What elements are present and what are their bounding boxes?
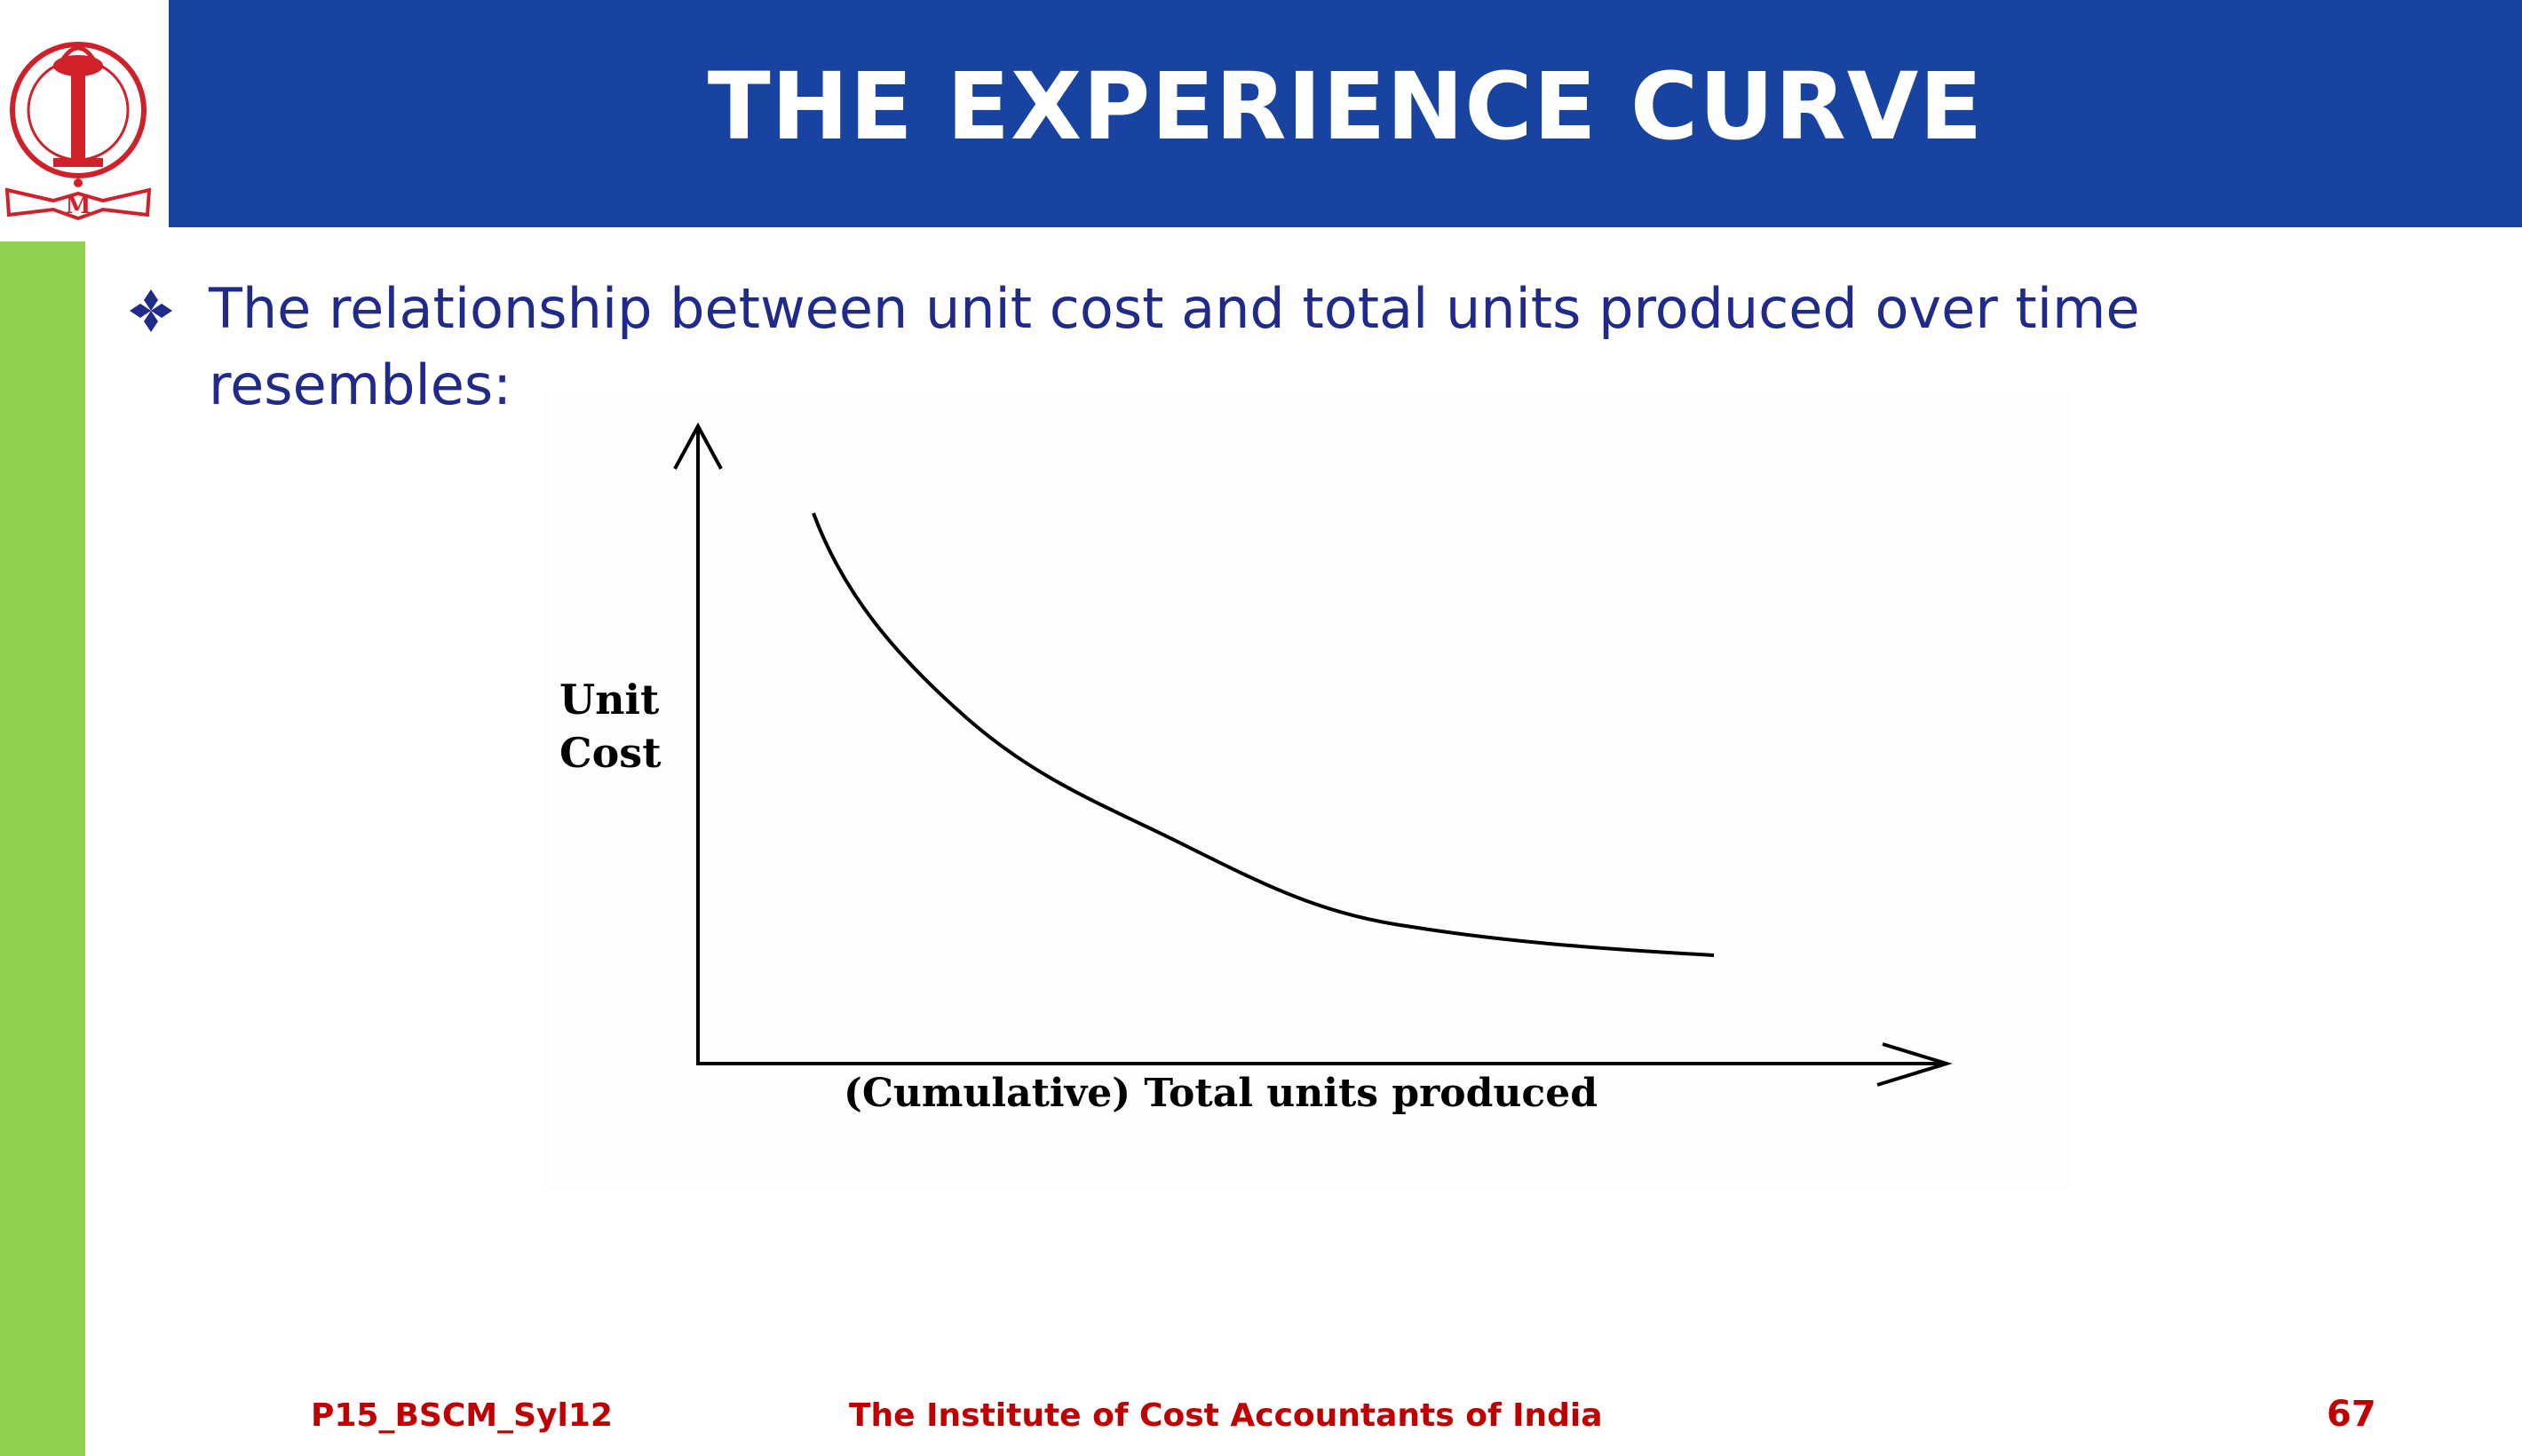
y-axis-label-line2: Cost xyxy=(559,729,662,777)
page-title: THE EXPERIENCE CURVE xyxy=(707,52,1984,161)
y-axis-arrow xyxy=(673,422,723,470)
footer-institute: The Institute of Cost Accountants of Ind… xyxy=(849,1397,1603,1434)
y-axis-label: Unit Cost xyxy=(559,673,684,779)
x-axis-arrow xyxy=(1876,1042,1953,1087)
logo: M xyxy=(0,0,167,227)
svg-text:M: M xyxy=(66,193,91,219)
diamond-bullet-icon xyxy=(130,289,172,332)
institute-seal-icon: M xyxy=(4,42,152,221)
experience-curve-line xyxy=(812,512,1715,957)
footer-code: P15_BSCM_Syl12 xyxy=(311,1397,613,1434)
side-accent-bar xyxy=(0,241,85,1456)
experience-curve-diagram xyxy=(542,391,2069,1190)
header-bar xyxy=(169,0,2522,227)
y-axis-label-line1: Unit xyxy=(559,676,660,724)
page-number: 67 xyxy=(2327,1394,2376,1435)
x-axis-label: (Cumulative) Total units produced xyxy=(844,1071,1598,1116)
bullet-text: The relationship between unit cost and t… xyxy=(209,276,2140,417)
